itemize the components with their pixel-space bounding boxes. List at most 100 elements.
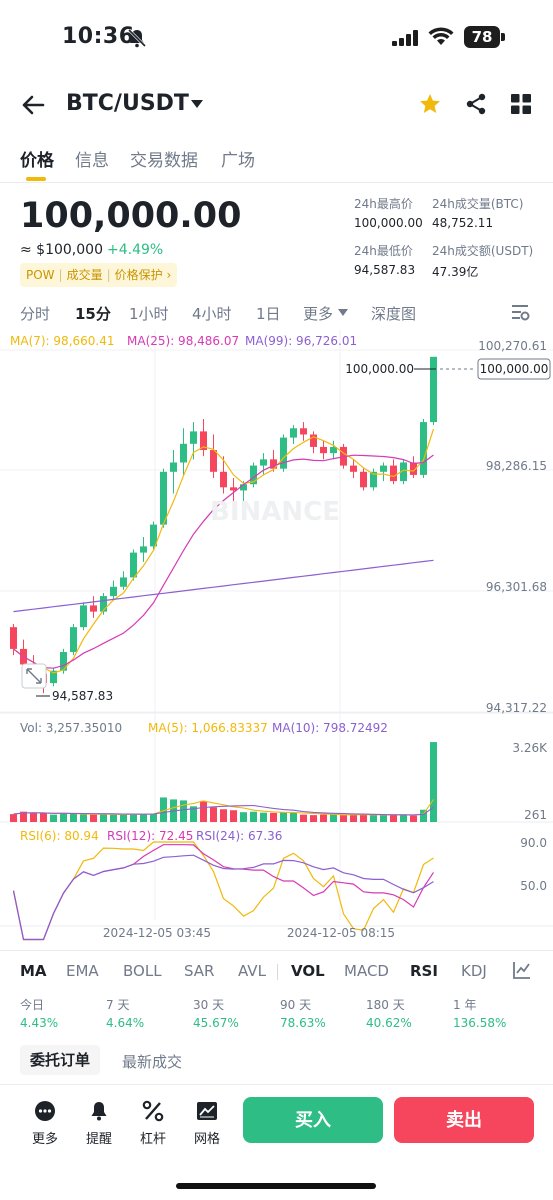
chart-settings-icon[interactable]	[509, 301, 531, 323]
candle-body	[160, 471, 167, 525]
back-arrow-icon[interactable]	[20, 92, 46, 118]
interval-1h[interactable]: 1小时	[129, 305, 169, 323]
fiat-price-row: ≈ $100,000 +4.49%	[20, 242, 163, 258]
ind-ma[interactable]: MA	[20, 962, 47, 980]
star-icon[interactable]	[418, 92, 442, 116]
candle-body	[330, 446, 337, 454]
more-icon[interactable]	[34, 1100, 56, 1122]
signal-icon	[392, 30, 418, 46]
volume-bar	[340, 815, 347, 822]
interval-4h[interactable]: 4小时	[192, 305, 232, 323]
candle-body	[360, 471, 367, 488]
more-label[interactable]: 更多	[32, 1132, 59, 1147]
perf-label-today: 今日	[20, 998, 45, 1012]
interval-1d[interactable]: 1日	[256, 305, 281, 323]
volume-bar	[70, 813, 77, 822]
bell-slash-icon	[127, 28, 147, 48]
ma99-legend: MA(99): 96,726.01	[245, 334, 357, 348]
volume-bar	[60, 813, 67, 822]
tab-underline	[26, 177, 46, 181]
volume-bar	[410, 815, 417, 822]
volume-bar	[110, 814, 117, 822]
candle-body	[350, 465, 357, 472]
candle-body	[120, 577, 127, 587]
interval-more[interactable]: 更多	[303, 305, 334, 323]
volume-bar	[30, 812, 37, 822]
tab-price[interactable]: 价格	[20, 151, 54, 171]
volume-bar	[130, 813, 137, 822]
candle-body	[190, 431, 197, 444]
candle-body	[310, 434, 317, 447]
buy-button[interactable]: 买入	[243, 1097, 383, 1143]
volume-bar	[300, 814, 307, 822]
perf-value-1y: 136.58%	[453, 1016, 507, 1030]
caret-down-icon[interactable]	[190, 98, 204, 110]
fiat-price: ≈ $100,000	[20, 242, 103, 258]
interval-line[interactable]: 分时	[20, 305, 51, 323]
interval-depth[interactable]: 深度图	[371, 305, 417, 323]
tag-volume[interactable]: 成交量	[66, 268, 103, 282]
tab-latest-trades[interactable]: 最新成交	[122, 1053, 183, 1071]
candle-body	[100, 596, 107, 612]
bell-icon[interactable]	[88, 1100, 110, 1122]
volume-bar	[180, 800, 187, 822]
tab-open-orders[interactable]: 委托订单	[20, 1045, 101, 1075]
interval-15m[interactable]: 15分	[75, 305, 111, 323]
volume-bar	[160, 797, 167, 822]
ind-vol[interactable]: VOL	[291, 962, 325, 980]
candle-body	[10, 627, 17, 649]
stat-high: 100,000.00	[354, 216, 423, 230]
caret-down-icon[interactable]	[337, 308, 349, 318]
tab-square[interactable]: 广场	[221, 151, 255, 171]
rsi6-line	[12, 841, 434, 941]
ind-separator	[277, 964, 278, 980]
vol-legend: Vol: 3,257.35010	[20, 721, 122, 735]
candle-body	[130, 552, 137, 578]
wifi-icon	[428, 27, 454, 45]
volume-bar	[420, 809, 427, 822]
candle-body	[270, 459, 277, 469]
perf-label-90d: 90 天	[280, 998, 312, 1012]
tag-pow[interactable]: POW	[26, 268, 55, 282]
ind-macd[interactable]: MACD	[344, 962, 389, 980]
volume-bar	[330, 814, 337, 822]
grid-label[interactable]: 网格	[194, 1132, 221, 1147]
volume-bar	[270, 812, 277, 822]
price-change: +4.49%	[106, 242, 164, 258]
grid-trading-icon[interactable]	[196, 1100, 218, 1122]
ind-avl[interactable]: AVL	[238, 962, 266, 980]
sell-button[interactable]: 卖出	[394, 1097, 534, 1143]
candle-body	[140, 546, 147, 553]
leverage-icon[interactable]	[142, 1100, 164, 1122]
candle-body	[200, 431, 207, 451]
ind-kdj[interactable]: KDJ	[461, 962, 487, 980]
share-icon[interactable]	[464, 92, 488, 116]
volume-bar	[100, 814, 107, 822]
volume-bar	[380, 815, 387, 822]
ind-sar[interactable]: SAR	[184, 962, 215, 980]
ind-boll[interactable]: BOLL	[123, 962, 162, 980]
tag-price-protection[interactable]: 价格保护 ›	[114, 268, 172, 282]
ind-rsi[interactable]: RSI	[410, 962, 438, 980]
pair-selector[interactable]: BTC/USDT	[66, 91, 189, 116]
candle-body	[250, 465, 257, 485]
volume-bar	[260, 812, 267, 822]
candlestick-chart[interactable]: MA(7): 98,660.41 MA(25): 98,486.07 MA(99…	[0, 330, 553, 950]
volume-bar	[390, 814, 397, 822]
candle-body	[260, 459, 267, 466]
alert-label[interactable]: 提醒	[86, 1132, 113, 1147]
vol-ma10-legend: MA(10): 798.72492	[272, 721, 388, 735]
tag-bar[interactable]: POW | 成交量 | 价格保护 ›	[20, 263, 178, 287]
expand-icon[interactable]	[26, 668, 42, 684]
ind-ema[interactable]: EMA	[66, 962, 99, 980]
volume-bar	[80, 814, 87, 822]
volume-bar	[200, 800, 207, 822]
indicator-settings-icon[interactable]	[512, 960, 532, 980]
leverage-label[interactable]: 杠杆	[140, 1132, 167, 1147]
volume-bar	[90, 814, 97, 822]
tab-info[interactable]: 信息	[75, 151, 109, 171]
grid-icon[interactable]	[510, 93, 532, 115]
tab-trading-data[interactable]: 交易数据	[130, 151, 198, 171]
y-label-2: 98,286.15	[486, 459, 547, 473]
volume-bar	[350, 814, 357, 822]
